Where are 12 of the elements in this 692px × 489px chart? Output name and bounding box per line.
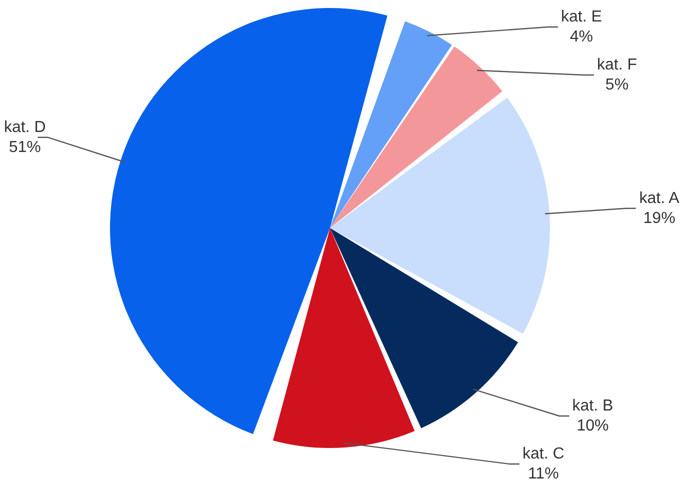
data-label: 5% xyxy=(605,76,629,94)
slice-label: kat. D xyxy=(4,118,46,136)
data-label: 4% xyxy=(570,28,593,46)
data-label: 51% xyxy=(8,138,41,156)
slice-label: kat. C xyxy=(522,445,564,462)
slice-label: kat. F xyxy=(596,56,638,74)
slice-label: kat. A xyxy=(639,190,680,207)
data-label: 10% xyxy=(576,417,609,434)
slice-label: kat. E xyxy=(560,8,602,26)
data-label: 19% xyxy=(643,210,676,227)
data-label: 11% xyxy=(528,465,559,482)
slice-label: kat. B xyxy=(572,397,614,414)
